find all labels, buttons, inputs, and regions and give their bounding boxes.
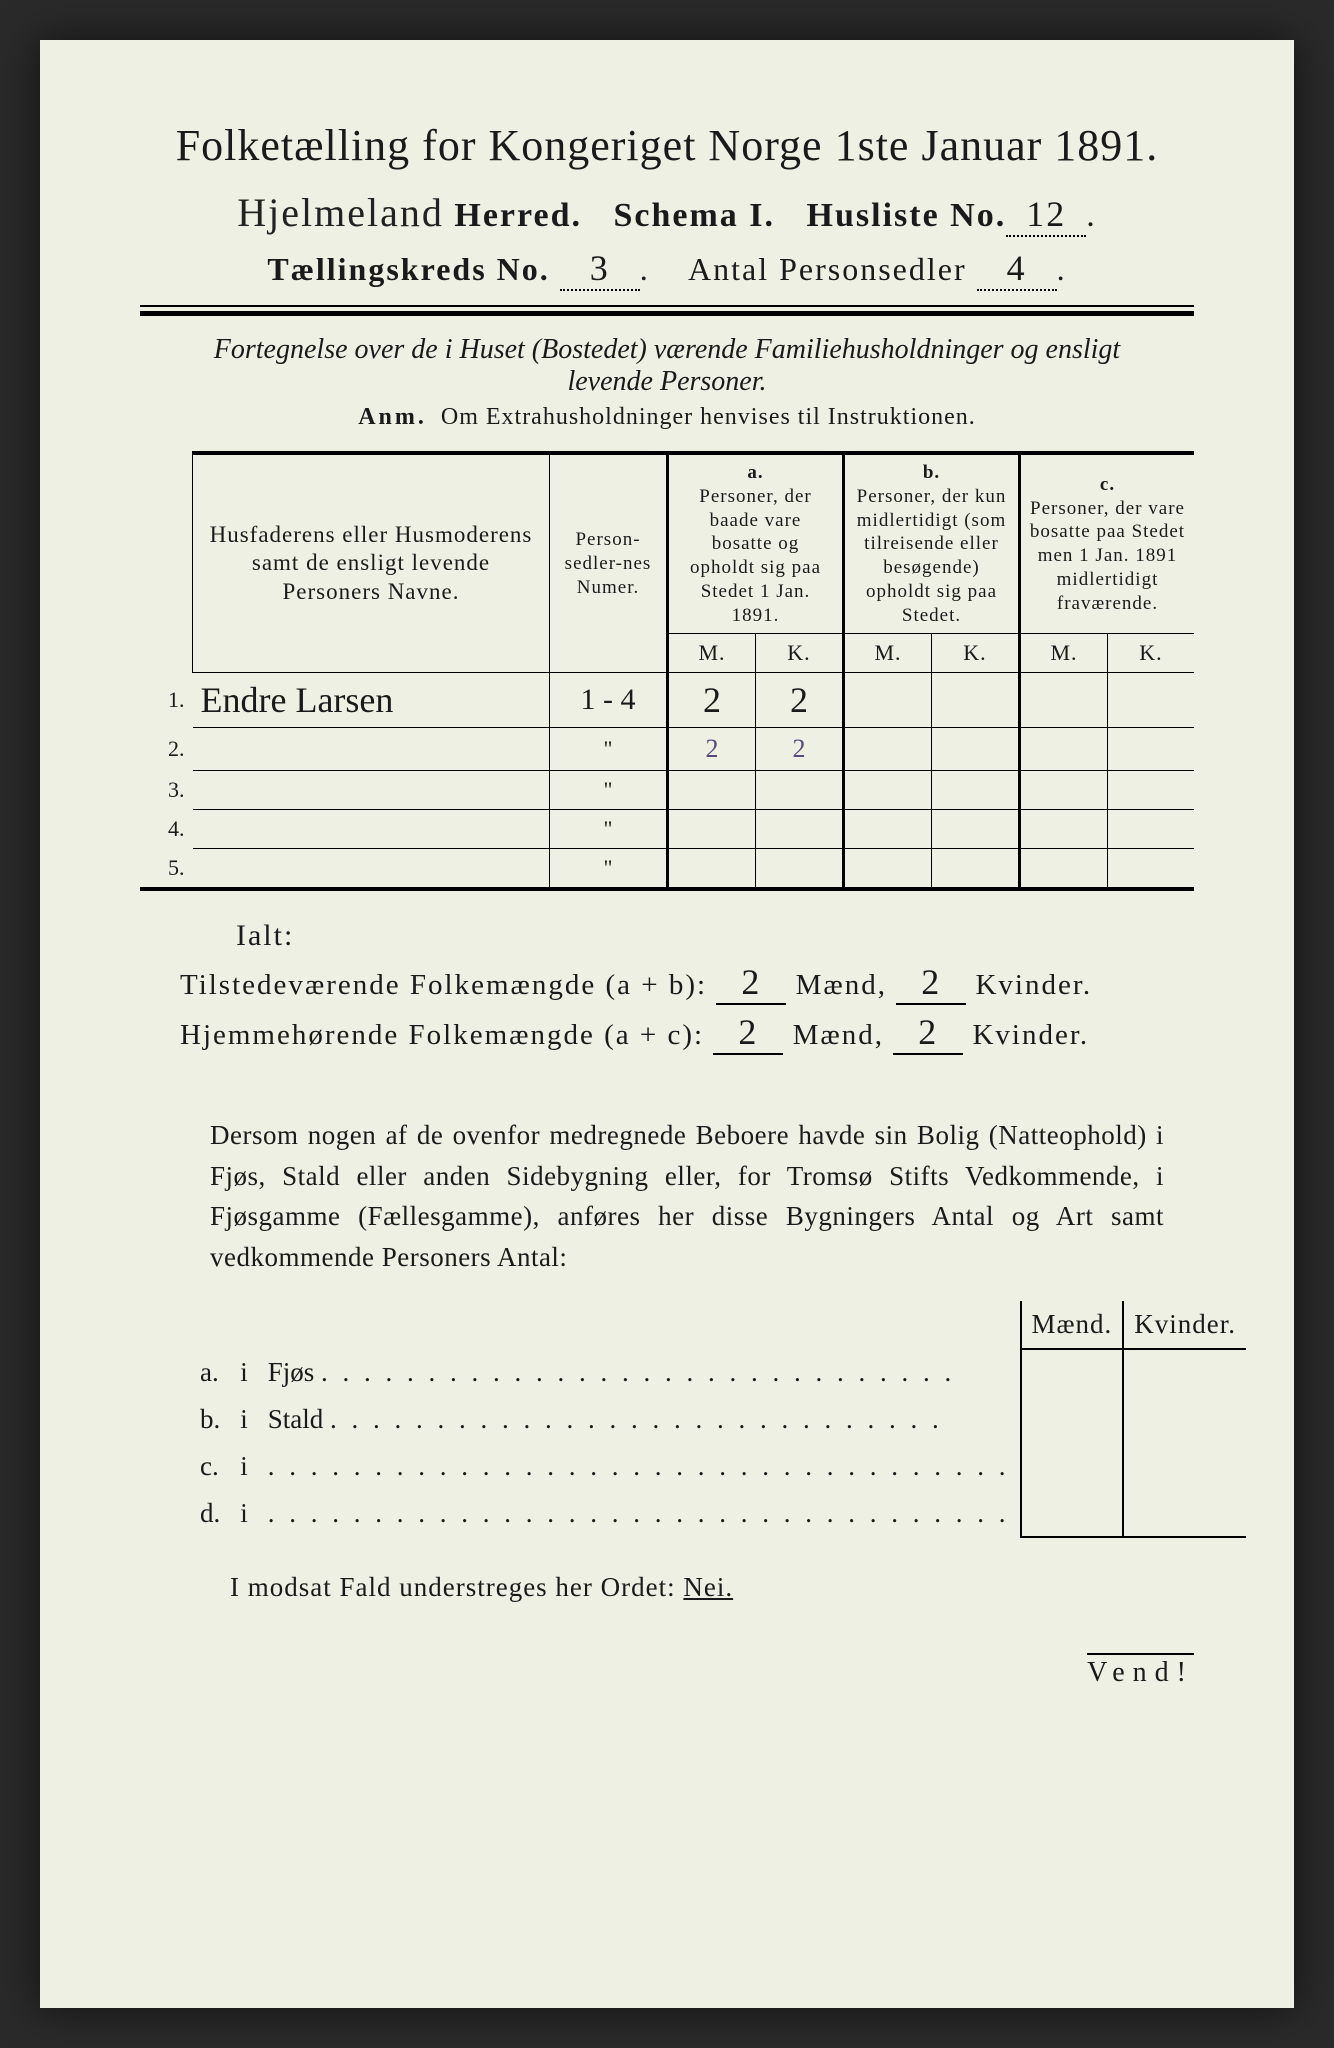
col-a: a.Personer, der baade vare bosatte og op… — [668, 453, 844, 634]
kreds-label: Tællingskreds No. — [267, 251, 549, 287]
nei-line: I modsat Fald understreges her Ordet: Ne… — [230, 1572, 1194, 1603]
husliste-label: Husliste No. — [807, 197, 1007, 234]
table-row: 2. " 2 2 — [140, 728, 1194, 771]
table-row: 3. " — [140, 771, 1194, 810]
rule-thick — [140, 311, 1194, 316]
row1-name: Endre Larsen — [201, 680, 394, 720]
b-k: K. — [932, 634, 1020, 673]
page-title: Folketælling for Kongeriget Norge 1ste J… — [140, 120, 1194, 171]
resident-m: 2 — [713, 1011, 783, 1055]
schema-label: Schema I. — [613, 197, 775, 234]
c-k: K. — [1108, 634, 1195, 673]
lower-row: a. i Fjøs . . . . . . . . . . . . . . . … — [190, 1349, 1246, 1396]
lower-row: d. i . . . . . . . . . . . . . . . . . .… — [190, 1490, 1246, 1537]
header-line-3: Tællingskreds No. 3. Antal Personsedler … — [140, 247, 1194, 291]
building-paragraph: Dersom nogen af de ovenfor medregnede Be… — [210, 1115, 1164, 1277]
nei-word: Nei. — [683, 1572, 733, 1602]
ialt-label: Ialt: — [236, 919, 1194, 953]
anm-text: Om Extrahusholdninger henvises til Instr… — [441, 404, 976, 430]
antal-no: 4 — [977, 247, 1057, 291]
b-m: M. — [844, 634, 932, 673]
lower-row: b. i Stald . . . . . . . . . . . . . . .… — [190, 1396, 1246, 1443]
subtitle-line2: levende Personer. — [567, 366, 766, 397]
summary-present: Tilstedeværende Folkemængde (a + b): 2 M… — [180, 961, 1194, 1005]
lower-kvinder: Kvinder. — [1123, 1301, 1246, 1349]
table-row: 4. " — [140, 810, 1194, 849]
subtitle: Fortegnelse over de i Huset (Bostedet) v… — [140, 334, 1194, 398]
summary-resident: Hjemmehørende Folkemængde (a + c): 2 Mæn… — [180, 1011, 1194, 1055]
lower-row: c. i . . . . . . . . . . . . . . . . . .… — [190, 1443, 1246, 1490]
lower-maend: Mænd. — [1021, 1301, 1124, 1349]
subtitle-line1: Fortegnelse over de i Huset (Bostedet) v… — [214, 334, 1120, 365]
col-c: c.Personer, der vare bosatte paa Stedet … — [1020, 453, 1195, 634]
col-numer: Person-sedler-nes Numer. — [550, 453, 668, 673]
antal-label: Antal Personsedler — [688, 251, 967, 287]
a-k: K. — [756, 634, 844, 673]
herred-handwritten: Hjelmeland — [237, 189, 444, 236]
rule-thin — [140, 305, 1194, 307]
present-k: 2 — [896, 961, 966, 1005]
col-names: Husfaderens eller Husmoderens samt de en… — [193, 453, 550, 673]
anm-line: Anm. Om Extrahusholdninger henvises til … — [140, 404, 1194, 431]
husliste-no: 12 — [1006, 193, 1086, 237]
herred-label: Herred. — [454, 197, 582, 234]
col-b: b.Personer, der kun midlertidigt (som ti… — [844, 453, 1020, 634]
census-form-page: Folketælling for Kongeriget Norge 1ste J… — [40, 40, 1294, 2008]
kreds-no: 3 — [560, 247, 640, 291]
a-m: M. — [668, 634, 756, 673]
table-row: 1. Endre Larsen 1 - 4 2 2 — [140, 673, 1194, 728]
present-m: 2 — [716, 961, 786, 1005]
main-table: Husfaderens eller Husmoderens samt de en… — [140, 451, 1194, 891]
vend-label: Vend! — [1087, 1653, 1194, 1689]
anm-label: Anm. — [358, 404, 427, 430]
c-m: M. — [1020, 634, 1108, 673]
lower-table: Mænd. Kvinder. a. i Fjøs . . . . . . . .… — [190, 1301, 1246, 1538]
header-line-2: Hjelmeland Herred. Schema I. Husliste No… — [140, 189, 1194, 237]
resident-k: 2 — [893, 1011, 963, 1055]
table-row: 5. " — [140, 849, 1194, 890]
